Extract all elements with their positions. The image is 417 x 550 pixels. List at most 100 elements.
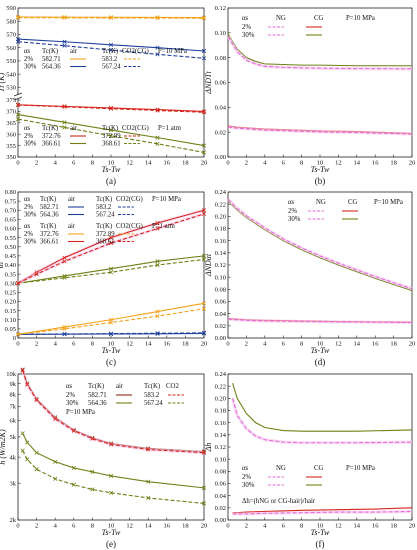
data-point — [108, 270, 114, 275]
legend-header-text: CO2(CG) — [116, 196, 143, 203]
data-point — [62, 43, 67, 48]
legend-header-text: Tc(K) — [96, 196, 112, 203]
x-tick-label: 14 — [354, 523, 361, 530]
series-line — [232, 510, 413, 515]
data-point — [108, 442, 114, 447]
legend-header-text: P=10 MPa — [346, 15, 375, 22]
plot-frame — [17, 373, 205, 521]
y-tick-label: 0.25 — [5, 290, 16, 297]
legend-header-text: Tc(K) — [40, 196, 56, 203]
data-point — [15, 102, 21, 108]
legend-header-text: αs — [242, 465, 249, 472]
y-axis-label: ΔNDαt — [204, 253, 213, 277]
legend-header-text: αs — [24, 196, 31, 203]
data-point — [155, 15, 160, 21]
y-tick-label: 0.02 — [215, 505, 226, 512]
x-tick-label: 20 — [409, 341, 416, 348]
legend-value: 564.36 — [42, 64, 61, 71]
data-point — [201, 16, 207, 21]
data-point — [146, 479, 151, 484]
x-axis-label: Ts-Tw — [311, 165, 330, 174]
y-tick-label: 0.60 — [5, 226, 16, 233]
y-tick-label: 6k — [10, 418, 17, 425]
legend-header-text: P=10 MPa — [158, 48, 187, 55]
y-tick-label: 0.65 — [5, 217, 16, 224]
data-point — [62, 15, 67, 20]
x-tick-label: 20 — [409, 523, 416, 530]
x-tick-label: 10 — [108, 160, 115, 167]
legend-header-text: CG — [314, 465, 324, 472]
data-point — [108, 320, 114, 325]
x-tick-label: 18 — [182, 523, 189, 530]
legend-row-label: 30% — [24, 141, 37, 148]
data-point — [90, 487, 95, 492]
y-tick-label: 0.16 — [215, 420, 227, 427]
x-tick-label: 10 — [317, 160, 324, 167]
y-tick-label: 7k — [10, 404, 17, 411]
x-tick-label: 14 — [145, 341, 152, 348]
y-tick-label: 3k — [10, 480, 17, 487]
y-tick-label: 0.12 — [215, 262, 226, 269]
legend-value: 368.61 — [102, 141, 121, 148]
data-point — [146, 447, 151, 452]
y-tick-label: 0.20 — [215, 396, 226, 403]
data-point — [62, 39, 67, 44]
legend-header-text: αs — [24, 125, 31, 132]
legend-header-text: air — [68, 196, 76, 203]
x-tick-label: 10 — [108, 523, 115, 530]
legend-row-label: 2% — [24, 231, 33, 238]
data-point — [201, 143, 207, 148]
y-tick-label: 560 — [6, 45, 16, 52]
series-line — [227, 198, 413, 290]
legend-row-label: 2% — [24, 56, 33, 63]
legend-header-text: αs — [66, 383, 73, 390]
x-tick-label: 2 — [35, 341, 38, 348]
legend-value: 567.24 — [144, 400, 163, 407]
data-point — [62, 125, 67, 130]
data-point — [155, 52, 160, 57]
x-tick-label: 8 — [91, 160, 94, 167]
x-tick-label: 20 — [201, 523, 208, 530]
data-point — [25, 382, 30, 387]
series-line — [22, 450, 205, 505]
y-tick-label: 9k — [10, 381, 17, 388]
data-point — [15, 332, 21, 337]
x-tick-label: 14 — [145, 523, 152, 530]
y-axis-label: ΔNDTt — [204, 70, 213, 94]
y-tick-label: 0.12 — [215, 444, 226, 451]
x-tick-label: 6 — [72, 341, 76, 348]
panel-label: (d) — [315, 357, 326, 367]
data-point — [15, 39, 21, 44]
chart-panel-e: 2k 3k 4k 5k 6k 7k 8k 9k 10k 0 2 4 6 8 10 12 14 16 18 20 Ts-T… — [0, 367, 208, 549]
y-tick-label: 570 — [6, 32, 16, 39]
data-point — [53, 476, 58, 481]
data-point — [201, 48, 207, 54]
data-point — [108, 105, 114, 111]
legend-header-text: air — [70, 125, 78, 132]
y-tick-label: 0.20 — [5, 299, 16, 306]
legend-header-text: air — [116, 383, 124, 390]
y-tick-label: 0.24 — [215, 189, 227, 196]
x-tick-label: 2 — [35, 523, 38, 530]
legend-header-text: αs — [288, 199, 295, 206]
data-point — [71, 428, 76, 433]
x-tick-label: 0 — [16, 160, 19, 167]
y-tick-label: 0.30 — [5, 280, 16, 287]
data-point — [34, 467, 39, 472]
y-tick-label: 0.24 — [215, 371, 227, 378]
data-point — [201, 301, 207, 306]
chart-panel-c: 0 0.05 0.10 0.15 0.20 0.25 0.30 0.35 0.40 0.45 0.5… — [0, 189, 207, 367]
data-point — [108, 241, 114, 246]
x-tick-label: 2 — [245, 523, 248, 530]
y-tick-label: 0.50 — [5, 244, 16, 251]
legend-header-text: P=10 MPa — [374, 199, 403, 206]
y-tick-label: 0.55 — [5, 235, 16, 242]
legend-header-text: Tc(K) — [144, 383, 160, 390]
data-point — [155, 259, 160, 264]
series-line — [227, 36, 413, 70]
x-tick-label: 6 — [72, 160, 76, 167]
x-tick-label: 8 — [300, 160, 303, 167]
y-tick-label: 0.10 — [215, 30, 226, 37]
data-point — [62, 120, 67, 125]
y-tick-label: 350 — [6, 154, 16, 161]
